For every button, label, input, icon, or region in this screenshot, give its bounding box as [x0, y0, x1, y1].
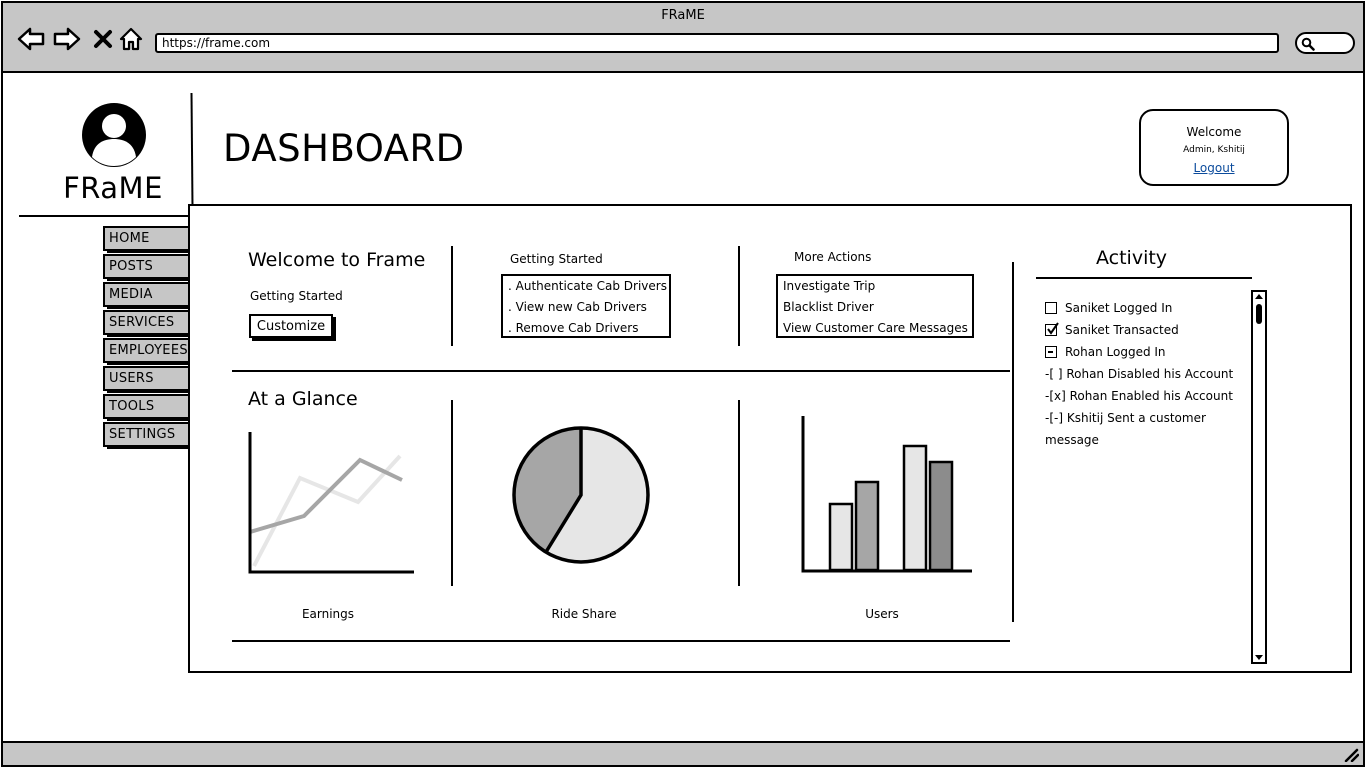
welcome-panel: Welcome Admin, Kshitij Logout — [1139, 109, 1289, 186]
users-chart — [801, 416, 972, 573]
browser-search-field[interactable] — [1295, 32, 1355, 54]
list-item: -[ ] Rohan Disabled his Account — [1045, 363, 1245, 385]
link-authenticate-drivers[interactable]: . Authenticate Cab Drivers — [508, 279, 667, 293]
browser-titlebar: FRaME https://frame.com — [3, 3, 1363, 73]
earnings-series-dark — [249, 457, 403, 534]
sidebar-item-tools[interactable]: TOOLS — [103, 394, 193, 421]
link-investigate-trip[interactable]: Investigate Trip — [783, 279, 876, 293]
window-title: FRaME — [661, 8, 705, 23]
divider — [451, 400, 453, 586]
divider — [451, 246, 453, 346]
welcome-title: Welcome — [1186, 125, 1242, 139]
list-item: -[-] Kshitij Sent a customer message — [1045, 407, 1225, 451]
earnings-chart — [248, 432, 414, 574]
scroll-up-icon[interactable] — [1254, 292, 1264, 300]
brand-logo — [59, 101, 169, 173]
users-caption: Users — [865, 607, 899, 621]
users-bar-4 — [928, 460, 954, 572]
page-title: DASHBOARD — [223, 127, 465, 170]
back-button[interactable] — [17, 25, 45, 53]
more-actions-label: More Actions — [794, 250, 872, 264]
forward-button[interactable] — [53, 25, 81, 53]
ride-share-caption: Ride Share — [551, 607, 617, 621]
divider — [738, 246, 740, 346]
back-arrow-icon — [17, 27, 45, 51]
search-icon — [1301, 37, 1315, 51]
activity-text: Saniket Logged In — [1065, 301, 1173, 315]
list-item: Rohan Logged In — [1045, 341, 1245, 363]
sidebar-item-settings[interactable]: SETTINGS — [103, 422, 193, 449]
sidebar-item-employees[interactable]: EMPLOYEES — [103, 338, 193, 365]
users-bar-2 — [854, 480, 880, 572]
divider — [19, 215, 191, 217]
sidebar-item-users[interactable]: USERS — [103, 366, 193, 393]
home-icon — [119, 27, 143, 51]
checkbox-unchecked-icon[interactable] — [1045, 302, 1057, 314]
link-remove-drivers[interactable]: . Remove Cab Drivers — [508, 321, 639, 335]
logout-link[interactable]: Logout — [1193, 161, 1235, 175]
getting-started-label: Getting Started — [510, 252, 603, 266]
earnings-caption: Earnings — [301, 607, 355, 621]
activity-text: -[ ] Rohan Disabled his Account — [1045, 367, 1234, 381]
earnings-series-light — [252, 454, 402, 567]
users-axes — [801, 416, 972, 573]
resize-grip-icon[interactable] — [1343, 748, 1359, 762]
activity-text: -[-] Kshitij Sent a customer message — [1045, 411, 1206, 447]
users-bar-1 — [828, 502, 854, 572]
activity-text: Rohan Logged In — [1065, 345, 1166, 359]
activity-title: Activity — [1096, 247, 1168, 269]
dashboard-panel: Welcome to Frame Getting Started Customi… — [188, 204, 1352, 673]
sidebar-item-services[interactable]: SERVICES — [103, 310, 193, 337]
divider — [1012, 262, 1014, 622]
browser-statusbar — [3, 741, 1363, 765]
link-customer-care-messages[interactable]: View Customer Care Messages — [783, 321, 968, 335]
users-bar-3 — [902, 444, 928, 572]
sidebar-nav: HOME POSTS MEDIA SERVICES EMPLOYEES USER… — [103, 226, 193, 450]
scroll-thumb[interactable] — [1256, 304, 1262, 324]
checkbox-checked-icon[interactable] — [1045, 322, 1059, 336]
sidebar-item-home[interactable]: HOME — [103, 226, 193, 253]
checkbox-indeterminate-icon[interactable] — [1045, 346, 1057, 358]
stop-button[interactable] — [89, 25, 117, 53]
ride-share-outline — [512, 426, 650, 564]
customize-button[interactable]: Customize — [249, 314, 333, 338]
link-blacklist-driver[interactable]: Blacklist Driver — [783, 300, 874, 314]
sidebar-item-media[interactable]: MEDIA — [103, 282, 193, 309]
list-item: -[x] Rohan Enabled his Account — [1045, 385, 1245, 407]
divider — [232, 640, 1010, 642]
activity-list: Saniket Logged In Saniket Transacted Roh… — [1045, 297, 1245, 451]
intro-heading: Welcome to Frame — [248, 249, 426, 271]
scroll-down-icon[interactable] — [1254, 654, 1264, 662]
earnings-axes — [248, 432, 414, 574]
list-item: Saniket Logged In — [1045, 297, 1245, 319]
divider — [232, 370, 1010, 372]
close-icon — [94, 30, 112, 48]
url-input[interactable]: https://frame.com — [155, 33, 1279, 53]
user-avatar-icon — [82, 103, 146, 167]
forward-arrow-icon — [53, 27, 81, 51]
welcome-user: Admin, Kshitij — [1183, 145, 1245, 155]
divider — [738, 400, 740, 586]
activity-scrollbar[interactable] — [1251, 290, 1267, 664]
ride-share-chart — [512, 426, 650, 564]
activity-text: -[x] Rohan Enabled his Account — [1045, 389, 1233, 403]
brand-name: FRaME — [63, 171, 163, 205]
getting-started-links: . Authenticate Cab Drivers . View new Ca… — [501, 274, 671, 338]
divider — [190, 92, 194, 208]
home-button[interactable] — [117, 25, 145, 53]
activity-text: Saniket Transacted — [1065, 323, 1179, 337]
link-view-new-drivers[interactable]: . View new Cab Drivers — [508, 300, 647, 314]
glance-heading: At a Glance — [248, 388, 358, 410]
sidebar-item-posts[interactable]: POSTS — [103, 254, 193, 281]
ride-share-divider — [544, 428, 583, 553]
more-actions-links: Investigate Trip Blacklist Driver View C… — [776, 274, 974, 338]
intro-subheading: Getting Started — [250, 289, 343, 303]
divider — [1036, 277, 1252, 279]
list-item: Saniket Transacted — [1045, 319, 1245, 341]
